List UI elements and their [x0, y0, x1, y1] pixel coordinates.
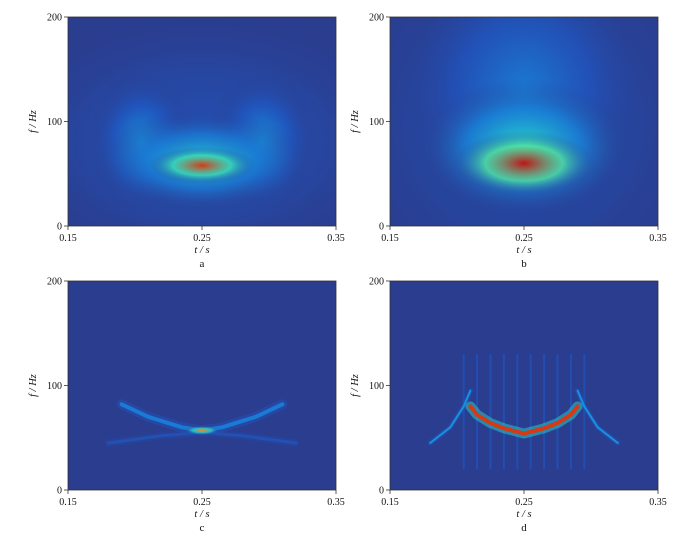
y-tick-label: 200	[369, 13, 384, 24]
x-tick-label: 0.25	[515, 497, 533, 508]
energy-blob	[184, 425, 220, 436]
x-tick-label: 0.25	[515, 233, 533, 244]
y-axis-label: f / Hz	[350, 110, 361, 133]
x-tick-label: 0.35	[327, 497, 345, 508]
x-tick-label: 0.15	[59, 497, 77, 508]
y-tick-label: 0	[57, 222, 62, 233]
x-tick-label: 0.35	[649, 233, 667, 244]
y-tick-label: 100	[47, 381, 62, 392]
x-axis-label: t / s	[194, 509, 209, 520]
energy-ridge	[468, 404, 580, 436]
panel-c: 0.15 0.25 0.35 0 100 200 t / s f / Hz c	[28, 277, 345, 535]
y-tick-label: 100	[369, 381, 384, 392]
plot-background	[390, 281, 658, 490]
y-tick-label: 200	[47, 277, 62, 288]
energy-blob	[453, 131, 595, 196]
panel-letter: d	[521, 522, 527, 534]
y-axis-label: f / Hz	[28, 374, 39, 397]
panel-b: 0.15 0.25 0.35 0 100 200 t / s f / Hz b	[350, 13, 667, 271]
y-tick-label: 0	[379, 222, 384, 233]
heatmap-area	[390, 17, 658, 226]
plot-background	[68, 281, 336, 490]
heatmap-area	[104, 399, 300, 447]
panel-d: 0.15 0.25 0.35 0 100 200 t / s f / Hz d	[350, 277, 667, 535]
y-tick-label: 0	[379, 486, 384, 497]
y-axis-label: f / Hz	[28, 110, 39, 133]
heatmap-area	[427, 354, 621, 470]
x-axis-label: t / s	[516, 245, 531, 256]
energy-blob	[148, 146, 256, 184]
y-tick-label: 0	[57, 486, 62, 497]
heatmap-area	[68, 17, 336, 226]
energy-ridge	[576, 389, 619, 444]
y-tick-label: 100	[369, 117, 384, 128]
y-tick-label: 100	[47, 117, 62, 128]
x-tick-label: 0.15	[381, 233, 399, 244]
y-tick-label: 200	[369, 277, 384, 288]
x-axis-label: t / s	[516, 509, 531, 520]
x-tick-label: 0.25	[193, 233, 211, 244]
x-tick-label: 0.35	[649, 497, 667, 508]
energy-ridge	[429, 389, 472, 444]
y-tick-label: 200	[47, 13, 62, 24]
x-tick-label: 0.25	[193, 497, 211, 508]
panel-letter: b	[521, 258, 527, 270]
panel-a: 0.15 0.25 0.35 0 100 200 t / s f / Hz a	[28, 13, 345, 271]
x-tick-label: 0.35	[327, 233, 345, 244]
panel-letter: a	[200, 258, 205, 270]
x-tick-label: 0.15	[59, 233, 77, 244]
y-axis-label: f / Hz	[350, 374, 361, 397]
x-tick-label: 0.15	[381, 497, 399, 508]
x-axis-label: t / s	[194, 245, 209, 256]
panel-letter: c	[200, 522, 205, 534]
